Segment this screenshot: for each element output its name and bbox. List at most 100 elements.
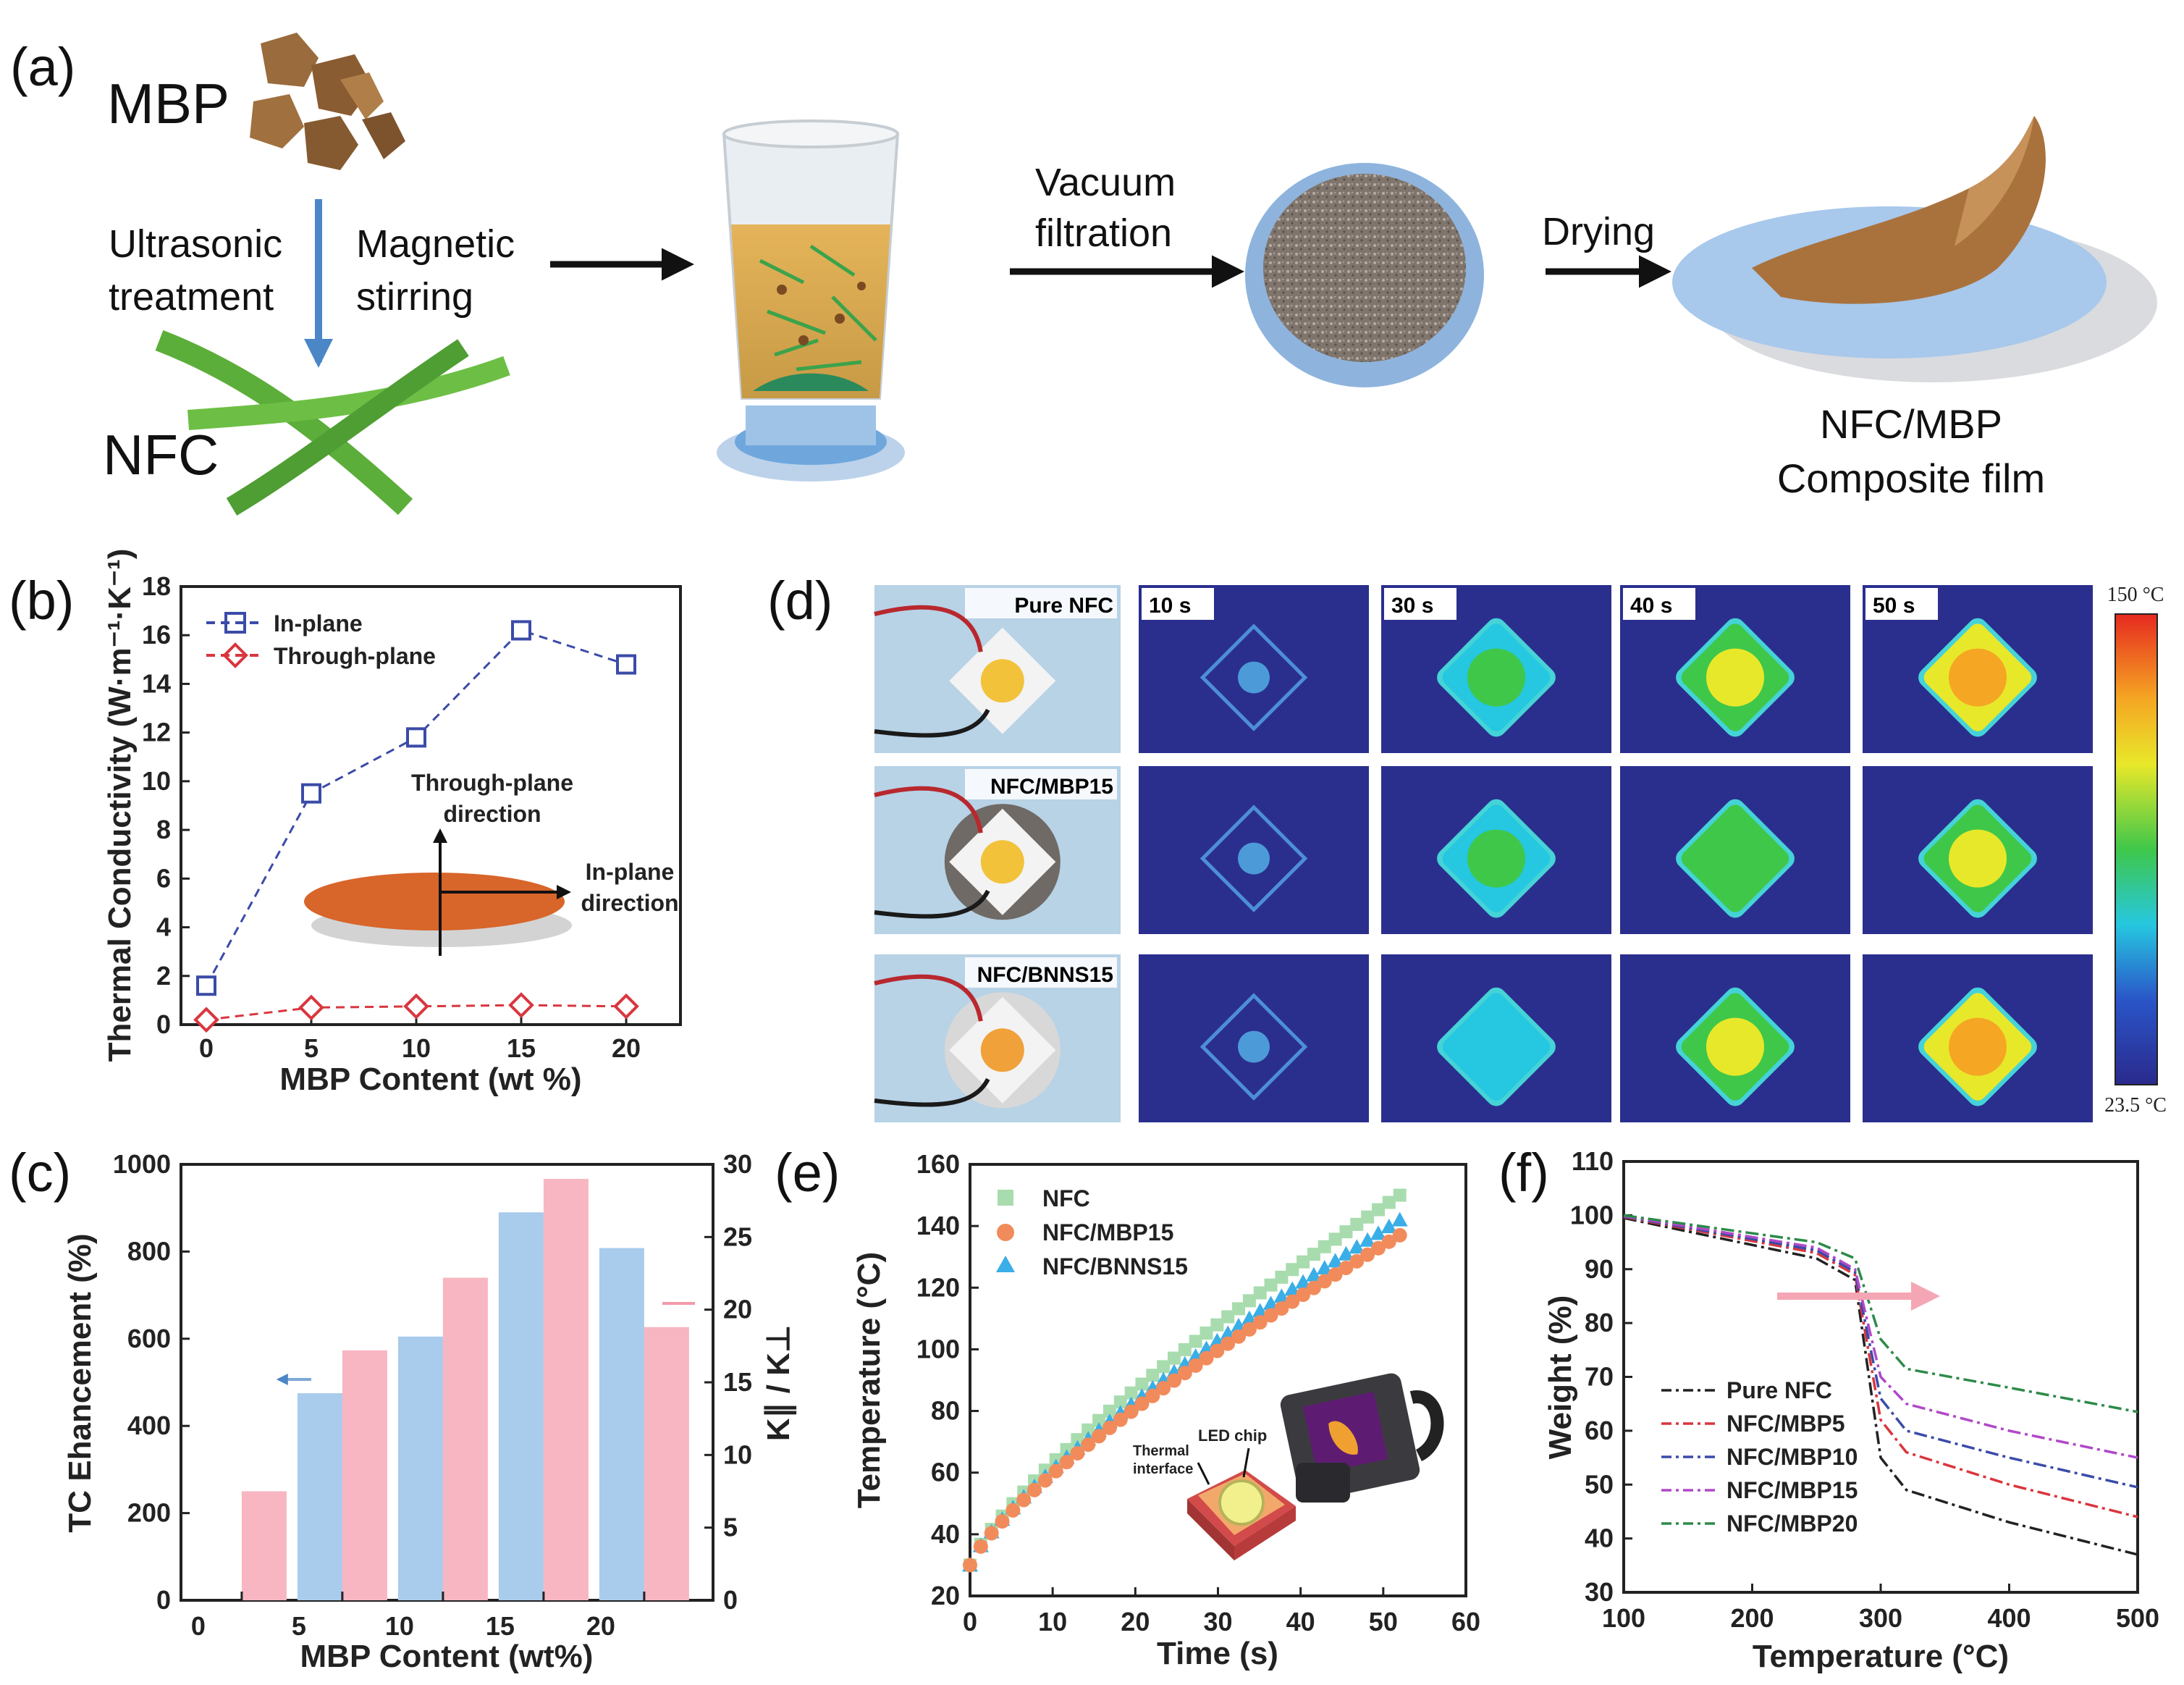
thermal-core (1949, 829, 2007, 888)
e-point (1005, 1503, 1021, 1518)
f-ytick-label: 110 (1572, 1146, 1614, 1176)
e-point (1231, 1329, 1247, 1344)
time-label: 10 s (1149, 594, 1191, 618)
legend-through-marker (222, 642, 248, 668)
panel-f-x-ticks: 100 200 300 400 500 (1602, 1584, 2159, 1633)
panel-b-plot-frame (180, 585, 682, 1026)
thermal-image: 10 s (1139, 585, 1369, 753)
e-point (1360, 1247, 1375, 1262)
photo-label: NFC/MBP15 (990, 775, 1113, 799)
panel-e-label: (e) (775, 1143, 840, 1203)
f-xtick-label: 100 (1602, 1603, 1645, 1633)
thermal-core (1238, 661, 1270, 694)
e-ytick-label: 80 (931, 1396, 960, 1426)
f-series-line-0 (1623, 1217, 2138, 1556)
legend-mbp-text: NFC/MBP15 (1042, 1219, 1173, 1245)
time-label-bg (1865, 588, 1938, 620)
c-ytick-right-label: 5 (723, 1513, 738, 1542)
e-xtick-label: 30 (1203, 1607, 1232, 1636)
c-ytick-label: 800 (127, 1236, 171, 1266)
e-point (1380, 1218, 1397, 1233)
c-bar-ratio (241, 1491, 287, 1600)
e-point (1016, 1492, 1032, 1508)
thermal-image: 50 s (1863, 585, 2093, 753)
black-wire (874, 708, 990, 738)
f-ytick-label: 90 (1585, 1254, 1614, 1284)
e-xtick-label: 20 (1121, 1607, 1150, 1636)
e-xtick-label: 40 (1286, 1607, 1315, 1636)
photo-label-bg (965, 957, 1117, 988)
thermal-core (1949, 1017, 2007, 1076)
e-point (1361, 1210, 1375, 1224)
b-ytick-label: 2 (156, 961, 171, 991)
e-ytick-label: 140 (916, 1211, 960, 1240)
vacuum-label-2: filtration (1035, 211, 1172, 255)
panel-f: (f) 30 40 50 60 70 80 90 100 110 100 200 300 400 500… (1498, 1143, 2159, 1674)
e-point (1316, 1260, 1333, 1275)
b-point-0 (196, 975, 216, 996)
panel-d-label: (d) (767, 571, 832, 631)
e-point (1328, 1232, 1342, 1246)
c-xtick-label: 20 (586, 1611, 615, 1641)
e-point (1306, 1280, 1321, 1295)
e-point (1221, 1310, 1235, 1324)
b-xtick-label: 5 (304, 1033, 319, 1063)
panel-f-y-ticks: 30 40 50 60 70 80 90 100 110 (1570, 1146, 1632, 1607)
e-xtick-label: 50 (1369, 1607, 1398, 1636)
b-point-0 (406, 727, 426, 748)
panel-f-legend: Pure NFC NFC/MBP5 NFC/MBP10 NFC/MBP15 NFC/MB… (1661, 1377, 1858, 1537)
c-bar-ratio (342, 1350, 387, 1600)
mbp-particles-icon (250, 33, 405, 170)
e-series-1 (963, 1227, 1407, 1573)
black-wire (874, 1077, 990, 1107)
f-ytick-label: 60 (1585, 1416, 1614, 1445)
scale-max-label: 150 °C (2107, 584, 2164, 606)
panel-c-y-axis-title-right: K∥ / K⊥ (761, 1325, 797, 1442)
f-legend-text: NFC/MBP15 (1726, 1477, 1858, 1503)
b-ytick-label: 16 (142, 620, 171, 650)
f-xtick-label: 400 (1987, 1603, 2031, 1633)
filter-membrane-icon (1245, 163, 1484, 387)
b-point-1 (613, 993, 639, 1020)
thermal-core (1238, 1030, 1270, 1063)
e-point (1177, 1366, 1192, 1381)
c-ytick-right-label: 20 (723, 1295, 752, 1324)
e-point (1252, 1315, 1268, 1330)
f-ytick-label: 70 (1585, 1362, 1614, 1392)
e-point (1317, 1274, 1332, 1289)
f-xtick-label: 200 (1730, 1603, 1774, 1633)
panel-c-y-ticks: 0 200 400 600 800 1000 (113, 1149, 190, 1615)
e-point (1381, 1234, 1396, 1249)
panel-c-y-axis-title: TC Ehancement (%) (62, 1233, 98, 1532)
shift-arrow (1777, 1282, 1940, 1311)
e-point (1242, 1294, 1256, 1308)
thermal-image: 30 s (1381, 585, 1611, 753)
color-scale-bar (2115, 613, 2158, 1085)
f-ytick-label: 30 (1585, 1577, 1614, 1607)
b-point-1 (298, 994, 324, 1021)
f-xtick-label: 300 (1859, 1603, 1902, 1633)
f-ytick-label: 80 (1585, 1308, 1614, 1337)
c-ytick-right-label: 25 (723, 1222, 752, 1251)
e-ytick-label: 100 (916, 1334, 960, 1363)
led-chip-dot (1218, 1479, 1265, 1526)
e-point (1317, 1240, 1331, 1253)
e-point (1102, 1420, 1117, 1435)
c-bar-enhancement (397, 1336, 443, 1600)
thermal-outline (1199, 623, 1308, 731)
e-point (1113, 1412, 1128, 1427)
thermal-outline (1199, 993, 1308, 1101)
e-point (1082, 1423, 1095, 1437)
panel-b: (b) 0 2 4 6 8 10 12 14 16 18 0 5 10 15 20 MBP Content… (9, 549, 682, 1097)
thermal-core (1949, 648, 2007, 707)
legend-inplane-marker (224, 612, 246, 634)
led-chip (980, 840, 1024, 884)
legend-through-text: Through-plane (274, 643, 436, 669)
e-xtick-label: 0 (963, 1607, 977, 1636)
b-point-1 (508, 992, 534, 1018)
e-point (1135, 1377, 1149, 1391)
e-point (1285, 1294, 1300, 1309)
beaker-icon (717, 119, 905, 482)
e-point (1092, 1413, 1106, 1427)
